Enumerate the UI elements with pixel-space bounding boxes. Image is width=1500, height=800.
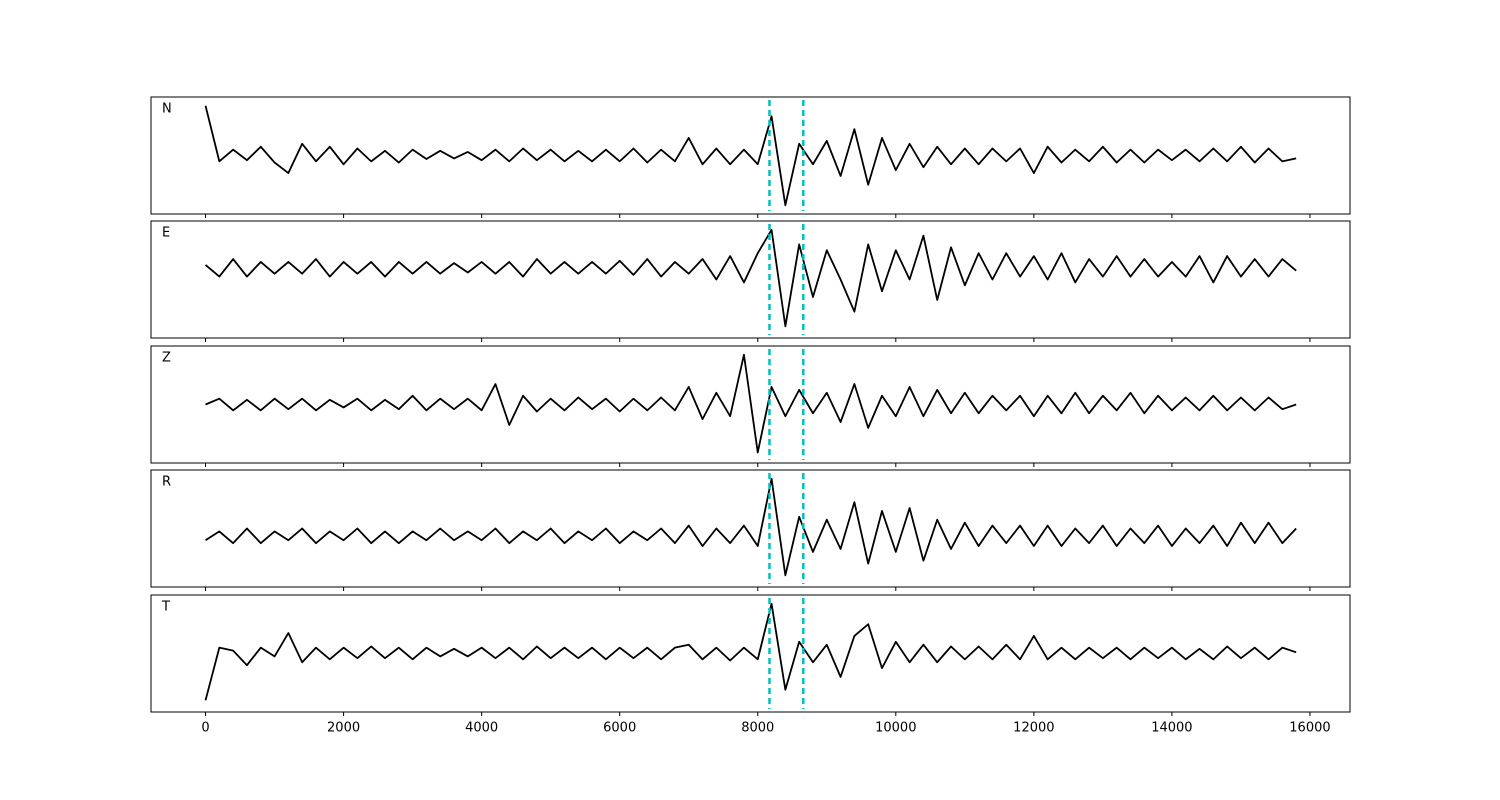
axes-frame [150,469,1351,588]
x-tick-label: 0 [201,721,209,736]
waveform [205,353,1297,454]
waveform [204,602,1297,701]
x-tick-label: 8000 [741,721,774,736]
x-tick-label: 4000 [465,721,498,736]
x-tick-label: 14000 [1151,721,1192,736]
x-tick-label: 10000 [875,721,916,736]
waveform [204,228,1297,328]
panel-label: T [161,600,170,615]
x-tick-label: 2000 [327,721,360,736]
axes-frame [150,345,1351,464]
axes-frame [150,220,1351,339]
x-tick-label: 12000 [1013,721,1054,736]
panel-label: R [162,475,171,490]
axes-frame [150,96,1351,215]
waveform [205,477,1297,577]
panel-label: E [162,226,170,241]
x-tick-label: 6000 [603,721,636,736]
waveform [204,105,1297,207]
panel-label: Z [162,351,171,366]
x-tick-label: 16000 [1289,721,1330,736]
axes-frame [150,594,1351,713]
panel-label: N [162,102,172,117]
